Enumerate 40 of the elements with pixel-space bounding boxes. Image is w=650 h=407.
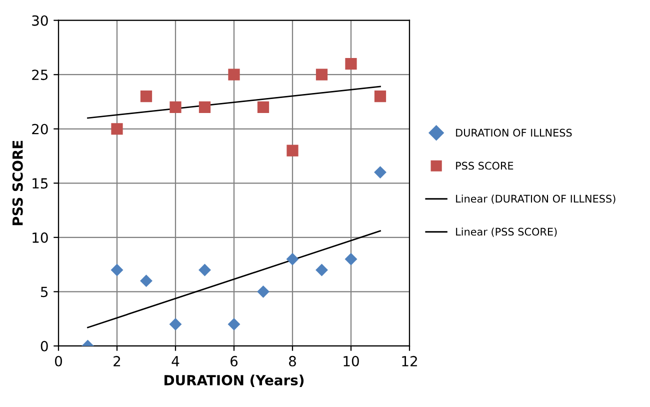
y-tick-label: 10 [32, 232, 48, 243]
y-tick-label: 20 [32, 124, 48, 134]
point [344, 252, 358, 266]
y-axis-title: PSS SCORE [12, 140, 23, 226]
point [228, 68, 240, 80]
point [374, 166, 386, 179]
point [198, 264, 211, 276]
legend-label: PSS SCORE [456, 162, 514, 170]
y-tick-label: 15 [32, 178, 48, 189]
point [140, 90, 152, 102]
y-tick-label: 5 [41, 286, 48, 298]
y-tick-label: 25 [32, 70, 48, 80]
point [140, 274, 152, 288]
x-tick-label: 4 [172, 356, 180, 366]
x-tick-label: 2 [114, 356, 120, 366]
legend-label: DURATION OF ILLNESS [456, 128, 572, 137]
y-tick-label: 0 [40, 340, 48, 352]
point [170, 101, 182, 113]
point [228, 318, 240, 330]
point [345, 58, 357, 70]
point [316, 264, 328, 276]
x-axis-title: DURATION (Years) [164, 374, 304, 388]
y-tick-label: 30 [32, 15, 48, 26]
point [111, 123, 123, 135]
x-tick-label: 12 [402, 356, 417, 366]
point [286, 144, 298, 156]
point [286, 252, 299, 266]
point [169, 318, 182, 330]
legend-label: Linear (PSS SCORE) [456, 228, 557, 237]
point [257, 285, 270, 298]
x-tick-label: 8 [289, 356, 296, 366]
point [198, 101, 211, 113]
point [316, 68, 328, 80]
point [374, 90, 386, 102]
x-tick-label: 6 [230, 356, 238, 366]
point [110, 264, 124, 276]
point [257, 101, 270, 113]
x-tick-label: 10 [344, 356, 359, 366]
legend-label: Linear (DURATION OF ILLNESS) [456, 194, 616, 204]
x-tick-label: 0 [54, 356, 62, 366]
